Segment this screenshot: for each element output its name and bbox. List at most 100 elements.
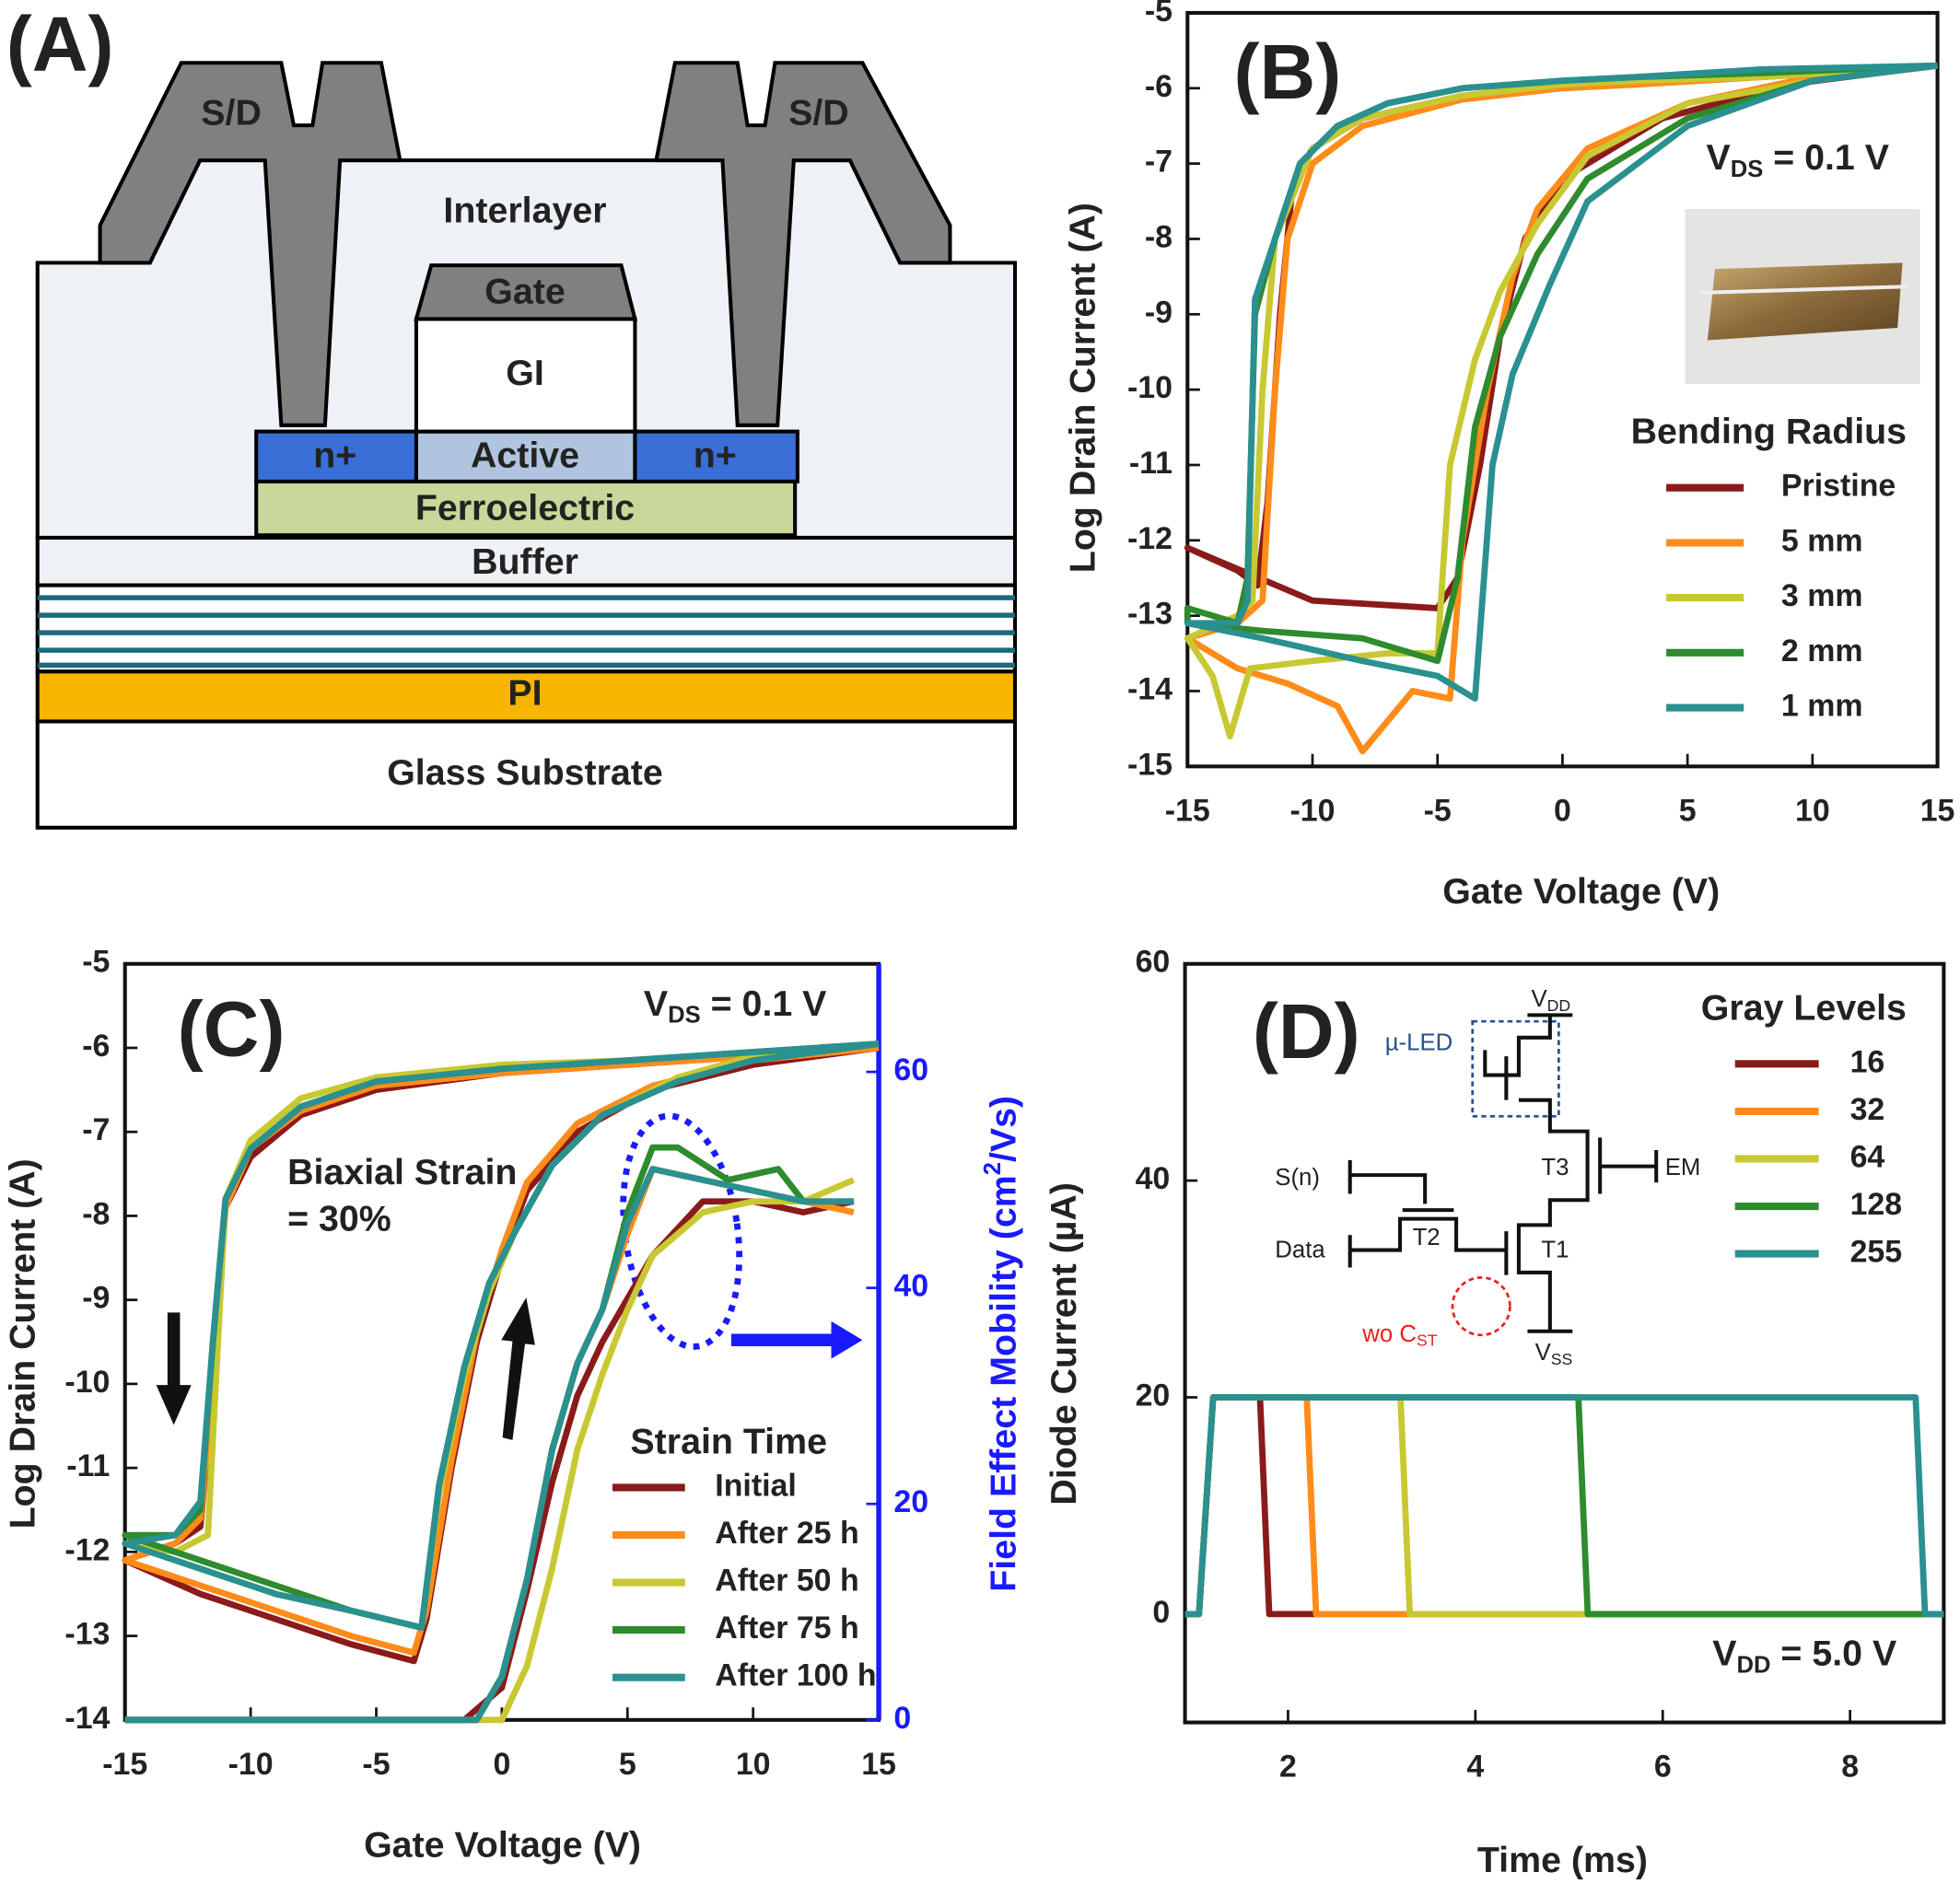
- photo-sample: [1707, 262, 1903, 341]
- x-tick-label: -5: [362, 1747, 390, 1782]
- text-part: V: [644, 983, 668, 1024]
- text-part: V: [1712, 1634, 1736, 1674]
- layer-label: Gate: [484, 272, 565, 312]
- legend-label: 64: [1850, 1139, 1885, 1174]
- y-tick-label: -14: [1127, 671, 1172, 706]
- layer-label: n+: [694, 435, 737, 475]
- x-tick-label: 6: [1654, 1750, 1672, 1785]
- axis-arrow: [730, 1320, 863, 1359]
- legend-label: 32: [1850, 1092, 1885, 1127]
- x-tick-label: 0: [1554, 793, 1571, 828]
- label-sub: DD: [1547, 996, 1570, 1015]
- data-line: [122, 1044, 880, 1657]
- y-tick-label: -14: [64, 1701, 110, 1736]
- y-tick-label: -15: [1127, 747, 1172, 782]
- data-line: [124, 1166, 854, 1724]
- y-tick-label: 60: [1136, 945, 1171, 980]
- layer-label: Active: [471, 435, 579, 475]
- text-part: Biaxial Strain: [287, 1152, 517, 1192]
- source-drain-left: [98, 61, 402, 427]
- plot-frame: [1183, 961, 1946, 1725]
- panel-label: (B): [1233, 29, 1341, 115]
- x-tick-label: -10: [1289, 793, 1335, 828]
- x-tick-label: 5: [1679, 793, 1697, 828]
- annotation: VDD = 5.0 V: [1712, 1634, 1896, 1678]
- n-plus-left: [254, 429, 418, 483]
- legend-label: After 75 h: [715, 1611, 858, 1646]
- x-axis-label: Time (ms): [1477, 1840, 1648, 1880]
- layer-label: GI: [506, 353, 544, 393]
- y-tick-label: -6: [82, 1029, 110, 1064]
- data-line: [124, 1177, 856, 1724]
- legend-label: 2 mm: [1781, 634, 1863, 669]
- photo-rod: [1699, 285, 1908, 295]
- sweep-arrow-down: [156, 1312, 192, 1425]
- x-tick-label: 15: [1920, 793, 1955, 828]
- circuit-label: Data: [1275, 1238, 1325, 1263]
- legend-title: Bending Radius: [1631, 412, 1907, 452]
- y2-tick-label: 0: [893, 1701, 911, 1736]
- y2-tick-label: 20: [893, 1484, 928, 1519]
- y-tick-label: 0: [1152, 1595, 1170, 1630]
- annotation: = 30%: [287, 1199, 391, 1239]
- x-tick-label: 10: [736, 1747, 771, 1782]
- y-tick-label: -5: [82, 945, 110, 980]
- label-part: V: [1532, 986, 1548, 1012]
- label-part: V: [1535, 1340, 1552, 1366]
- legend-label: 1 mm: [1781, 688, 1863, 723]
- legend-label: 128: [1850, 1187, 1903, 1222]
- sweep-arrow-up: [501, 1297, 535, 1440]
- circuit-label: VSS: [1535, 1340, 1573, 1368]
- x-tick-label: 5: [619, 1747, 636, 1782]
- barrier-lines: [37, 595, 1015, 669]
- x-axis-label: Gate Voltage (V): [1442, 871, 1720, 912]
- y-tick-label: -13: [64, 1617, 110, 1652]
- x-tick-label: -5: [1424, 793, 1452, 828]
- legend-title: Strain Time: [630, 1421, 827, 1461]
- y-tick-label: -11: [1129, 446, 1172, 481]
- y-tick-label: -12: [1127, 521, 1172, 556]
- circuit-wires: [1483, 1013, 1590, 1333]
- data-line: [1184, 1394, 1944, 1618]
- y-tick-label: -7: [1145, 145, 1172, 180]
- data-line: [1184, 1394, 1944, 1618]
- chart-panel: 2 4 6 8 0 20 40 60 Time (ms) Diode Current (µA) (D…: [1044, 945, 1946, 1880]
- chart-panel: -15 -10 -5 0 5 10 15 -5 -6 -7 -8 -9 -10 -11 -12 -13 -14 -…: [1062, 0, 1954, 912]
- data-line: [1184, 1394, 1944, 1618]
- circuit-label: VDD: [1532, 986, 1571, 1015]
- x-tick-label: -15: [102, 1747, 147, 1782]
- layer-label: S/D: [201, 93, 262, 134]
- annotation: VDS = 0.1 V: [644, 983, 827, 1028]
- y-tick-label: -8: [82, 1196, 110, 1231]
- layer-label: Glass Substrate: [387, 752, 663, 793]
- circuit-wires-2: [1348, 1137, 1659, 1275]
- text-part: DS: [1731, 157, 1764, 182]
- legend-label: 3 mm: [1781, 578, 1863, 613]
- gate: [414, 263, 638, 321]
- layer-label: S/D: [788, 93, 849, 134]
- circuit-label: S(n): [1275, 1165, 1320, 1191]
- x-tick-label: 15: [861, 1747, 896, 1782]
- y-tick-label: -8: [1145, 219, 1172, 254]
- circuit-label: wo CST: [1361, 1321, 1437, 1350]
- text-part: Field Effect Mobility (cm: [984, 1175, 1024, 1591]
- label-part: wo C: [1361, 1321, 1417, 1347]
- data-line: [122, 1041, 880, 1631]
- y-tick-label: -11: [66, 1448, 110, 1483]
- y-tick-label: 20: [1136, 1378, 1171, 1413]
- y-tick-label: -10: [1127, 370, 1172, 405]
- inset-photo: [1685, 209, 1920, 385]
- y-tick-label: -6: [1145, 69, 1172, 104]
- device-diagram: [35, 61, 1018, 830]
- panel-label: (A): [6, 1, 114, 87]
- led-box: [1471, 1019, 1560, 1118]
- text-part: = 30%: [287, 1199, 391, 1239]
- legend-title: Gray Levels: [1701, 987, 1907, 1028]
- data-line: [1184, 62, 1938, 703]
- y-axis-label: Diode Current (µA): [1044, 1182, 1084, 1506]
- y-tick-label: -7: [82, 1112, 110, 1147]
- label-sub: ST: [1417, 1331, 1438, 1349]
- label-sub: SS: [1551, 1350, 1573, 1368]
- y-tick-label: -13: [1127, 597, 1172, 632]
